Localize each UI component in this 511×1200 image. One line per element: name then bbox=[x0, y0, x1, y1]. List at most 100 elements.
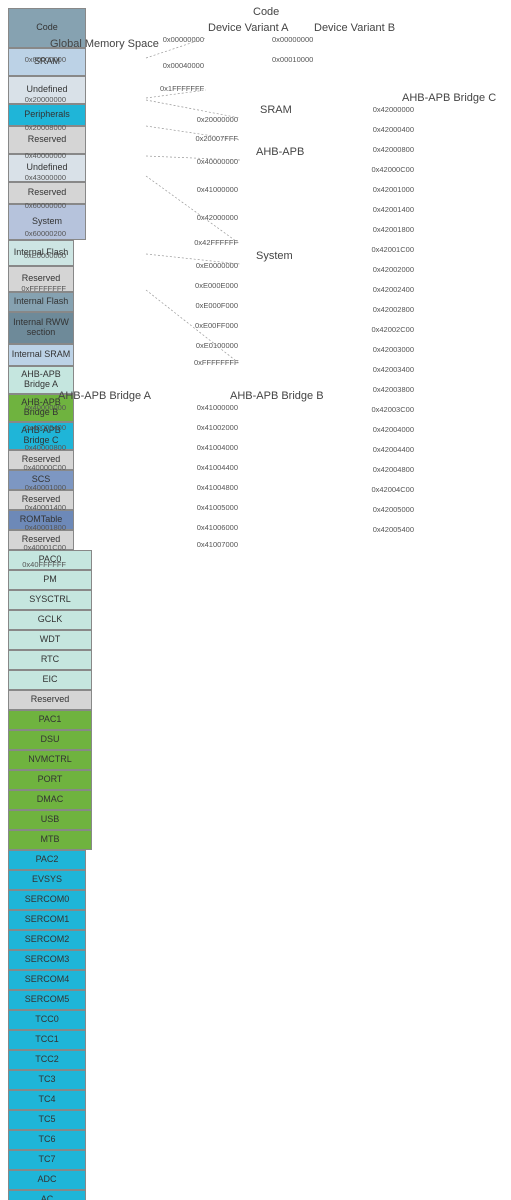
bridgeA-addr-2: 0x40000800 bbox=[20, 443, 66, 452]
bridgeB-block-3: PORT bbox=[8, 770, 92, 790]
ahbapb-addr-end: 0x42FFFFFF bbox=[194, 238, 238, 247]
global-addr-2: 0x20008000 bbox=[16, 123, 66, 132]
bridgeB-addr-2: 0x41004000 bbox=[192, 443, 238, 452]
title-global: Global Memory Space bbox=[50, 38, 159, 50]
bridgeC-addr-10: 0x42002800 bbox=[368, 305, 414, 314]
bridgeC-block-11: TC3 bbox=[8, 1070, 86, 1090]
ahbapb-addr-2: 0x42000000 bbox=[194, 213, 238, 222]
bridgeB-block-1: DSU bbox=[8, 730, 92, 750]
bridgeC-addr-4: 0x42001000 bbox=[368, 185, 414, 194]
title-sram: SRAM bbox=[260, 104, 292, 116]
bridgeC-addr-15: 0x42003C00 bbox=[368, 405, 414, 414]
title-devA: Device Variant A bbox=[208, 22, 289, 34]
bridgeB-addr-6: 0x41006000 bbox=[192, 523, 238, 532]
bridgeC-addr-11: 0x42002C00 bbox=[368, 325, 414, 334]
sram-addr-end: 0x20007FFF bbox=[194, 134, 238, 143]
bridgeA-block-5: RTC bbox=[8, 650, 92, 670]
bridgeC-addr-18: 0x42004800 bbox=[368, 465, 414, 474]
bridgeC-block-8: TCC0 bbox=[8, 1010, 86, 1030]
global-addr-0: 0x00000000 bbox=[16, 55, 66, 64]
bridgeA-block-2: SYSCTRL bbox=[8, 590, 92, 610]
bridgeC-block-3: SERCOM1 bbox=[8, 910, 86, 930]
bridgeA-addr-5: 0x40001400 bbox=[20, 503, 66, 512]
devB-addr-1: 0x00010000 bbox=[272, 55, 310, 64]
bridgeC-block-17: AC bbox=[8, 1190, 86, 1200]
bridgeA-block-1: PM bbox=[8, 570, 92, 590]
bridgeC-addr-19: 0x42004C00 bbox=[368, 485, 414, 494]
bridgeC-block-4: SERCOM2 bbox=[8, 930, 86, 950]
bridgeA-block-7: Reserved bbox=[8, 690, 92, 710]
bridgeC-addr-2: 0x42000800 bbox=[368, 145, 414, 154]
bridgeC-block-15: TC7 bbox=[8, 1150, 86, 1170]
bridgeB-block-2: NVMCTRL bbox=[8, 750, 92, 770]
bridgeB-addr-1: 0x41002000 bbox=[192, 423, 238, 432]
devB-block-0: Internal Flash bbox=[8, 292, 74, 312]
bridgeC-addr-12: 0x42003000 bbox=[368, 345, 414, 354]
global-addr-1: 0x20000000 bbox=[16, 95, 66, 104]
global-addr-6: 0x60000200 bbox=[16, 229, 66, 238]
devA-addr-0: 0x00000000 bbox=[160, 35, 204, 44]
global-addr-5: 0x60000000 bbox=[16, 201, 66, 210]
bridgeC-addr-13: 0x42003400 bbox=[368, 365, 414, 374]
title-bridgeC: AHB-APB Bridge C bbox=[402, 92, 496, 104]
bridgeC-addr-7: 0x42001C00 bbox=[368, 245, 414, 254]
bridgeC-block-5: SERCOM3 bbox=[8, 950, 86, 970]
title-bridgeA: AHB-APB Bridge A bbox=[58, 390, 151, 402]
bridgeC-addr-3: 0x42000C00 bbox=[368, 165, 414, 174]
bridgeC-addr-14: 0x42003800 bbox=[368, 385, 414, 394]
bridgeA-block-6: EIC bbox=[8, 670, 92, 690]
bridgeB-addr-3: 0x41004400 bbox=[192, 463, 238, 472]
bridgeB-addr-5: 0x41005000 bbox=[192, 503, 238, 512]
system-addr-2: 0xE000F000 bbox=[194, 301, 238, 310]
bridgeC-block-7: SERCOM5 bbox=[8, 990, 86, 1010]
bridgeA-addr-4: 0x40001000 bbox=[20, 483, 66, 492]
system-addr-end: 0xFFFFFFFF bbox=[194, 358, 238, 367]
global-addr-4: 0x43000000 bbox=[16, 173, 66, 182]
title-system: System bbox=[256, 250, 293, 262]
title-ahbapb: AHB-APB bbox=[256, 146, 304, 158]
system-addr-3: 0xE00FF000 bbox=[194, 321, 238, 330]
ahbapb-addr-1: 0x41000000 bbox=[194, 185, 238, 194]
ahbapb-addr-0: 0x40000000 bbox=[194, 157, 238, 166]
global-addr-3: 0x40000000 bbox=[16, 151, 66, 160]
bridgeC-addr-5: 0x42001400 bbox=[368, 205, 414, 214]
bridgeB-addr-0: 0x41000000 bbox=[192, 403, 238, 412]
system-addr-4: 0xE0100000 bbox=[194, 341, 238, 350]
bridgeA-addr-1: 0x40000400 bbox=[20, 423, 66, 432]
devB-block-1: Internal RWW section bbox=[8, 312, 74, 344]
bridgeA-addr-6: 0x40001800 bbox=[20, 523, 66, 532]
system-addr-1: 0xE000E000 bbox=[194, 281, 238, 290]
bridgeC-block-2: SERCOM0 bbox=[8, 890, 86, 910]
bridgeC-addr-20: 0x42005000 bbox=[368, 505, 414, 514]
bridgeC-addr-8: 0x42002000 bbox=[368, 265, 414, 274]
sram-block-0: Internal SRAM bbox=[8, 344, 74, 366]
bridgeA-block-3: GCLK bbox=[8, 610, 92, 630]
bridgeC-block-6: SERCOM4 bbox=[8, 970, 86, 990]
bridgeC-addr-1: 0x42000400 bbox=[368, 125, 414, 134]
global-addr-end: 0xFFFFFFFF bbox=[16, 284, 66, 293]
system-addr-0: 0xE0000000 bbox=[194, 261, 238, 270]
bridgeB-block-4: DMAC bbox=[8, 790, 92, 810]
title-devB: Device Variant B bbox=[314, 22, 395, 34]
bridgeC-block-16: ADC bbox=[8, 1170, 86, 1190]
bridgeA-block-4: WDT bbox=[8, 630, 92, 650]
bridgeC-addr-21: 0x42005400 bbox=[368, 525, 414, 534]
bridgeC-addr-17: 0x42004400 bbox=[368, 445, 414, 454]
bridgeA-addr-3: 0x40000C00 bbox=[20, 463, 66, 472]
bridgeA-addr-7: 0x40001C00 bbox=[20, 543, 66, 552]
bridgeB-addr-4: 0x41004800 bbox=[192, 483, 238, 492]
bridgeC-block-10: TCC2 bbox=[8, 1050, 86, 1070]
devB-addr-0: 0x00000000 bbox=[272, 35, 310, 44]
global-addr-7: 0xE0000000 bbox=[16, 251, 66, 260]
bridgeC-block-9: TCC1 bbox=[8, 1030, 86, 1050]
bridgeC-block-14: TC6 bbox=[8, 1130, 86, 1150]
bridgeA-addr-end: 0x40FFFFFF bbox=[20, 560, 66, 569]
bridgeB-block-0: PAC1 bbox=[8, 710, 92, 730]
bridgeB-block-5: USB bbox=[8, 810, 92, 830]
bridgeB-block-6: MTB bbox=[8, 830, 92, 850]
title-code: Code bbox=[253, 6, 279, 18]
bridgeC-block-0: PAC2 bbox=[8, 850, 86, 870]
bridgeC-block-1: EVSYS bbox=[8, 870, 86, 890]
bridgeC-block-13: TC5 bbox=[8, 1110, 86, 1130]
bridgeC-block-12: TC4 bbox=[8, 1090, 86, 1110]
